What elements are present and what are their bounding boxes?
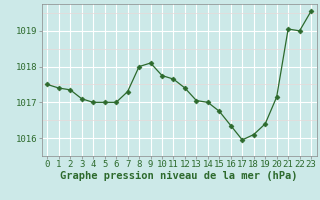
X-axis label: Graphe pression niveau de la mer (hPa): Graphe pression niveau de la mer (hPa) xyxy=(60,171,298,181)
